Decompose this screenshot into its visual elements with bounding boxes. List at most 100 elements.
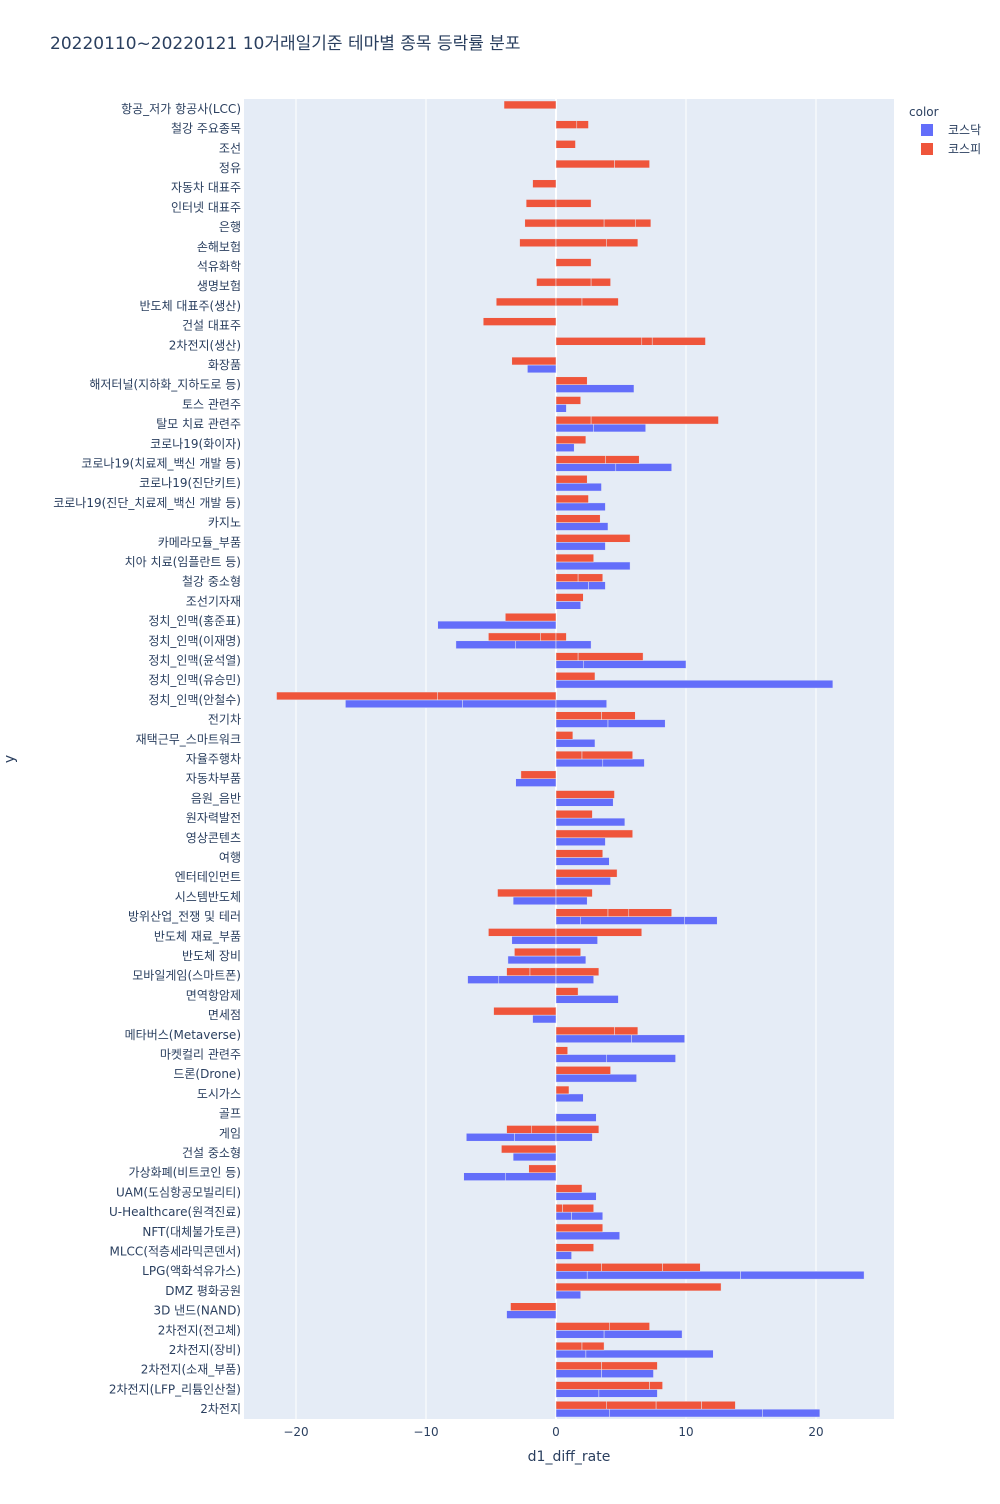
bar-kosdaq[interactable] [555,699,607,709]
bar-kosdaq[interactable] [555,1389,600,1398]
bar-kosdaq[interactable] [555,817,626,827]
bar-kospi[interactable] [555,1085,570,1095]
bar-kospi[interactable] [505,612,557,622]
bar-kospi[interactable] [601,1263,663,1272]
bar-kospi[interactable] [510,1302,557,1311]
bar-kospi[interactable] [614,159,650,169]
bar-kosdaq[interactable] [571,1211,604,1221]
bar-kosdaq[interactable] [601,1369,654,1378]
bar-kosdaq[interactable] [507,955,557,965]
bar-kospi[interactable] [555,573,579,582]
bar-kospi[interactable] [555,199,592,208]
bar-kospi[interactable] [555,750,583,760]
bar-kosdaq[interactable] [602,758,645,768]
bar-kospi[interactable] [555,297,583,307]
bar-kosdaq[interactable] [607,719,666,728]
bar-kospi[interactable] [525,199,557,208]
bar-kospi[interactable] [555,869,618,878]
bar-kospi[interactable] [511,356,557,366]
bar-kospi[interactable] [555,1184,583,1193]
bar-kospi[interactable] [555,1026,615,1036]
bar-kospi[interactable] [555,731,574,740]
bar-kosdaq[interactable] [555,1231,620,1240]
bar-kospi[interactable] [555,415,592,425]
bar-kosdaq[interactable] [462,699,557,709]
bar-kospi[interactable] [555,849,604,858]
bar-kosdaq[interactable] [555,1211,572,1221]
bar-kosdaq[interactable] [555,1349,587,1359]
bar-kospi[interactable] [581,750,633,760]
bar-kosdaq[interactable] [555,1369,602,1378]
bar-kosdaq[interactable] [555,1330,605,1339]
bar-kospi[interactable] [555,967,600,976]
bar-kospi[interactable] [506,1125,532,1134]
bar-kospi[interactable] [555,1361,602,1370]
bar-kosdaq[interactable] [555,640,592,649]
bar-kospi[interactable] [437,691,557,701]
bar-kospi[interactable] [497,888,557,898]
bar-kospi[interactable] [555,652,579,661]
bar-kosdaq[interactable] [437,620,557,630]
bar-kosdaq[interactable] [555,581,589,590]
bar-kosdaq[interactable] [588,581,606,590]
bar-kospi[interactable] [590,415,719,425]
bar-kospi[interactable] [562,1204,594,1213]
bar-kosdaq[interactable] [498,975,557,984]
bar-kospi[interactable] [607,908,630,917]
bar-kosdaq[interactable] [514,1133,557,1142]
bar-kospi[interactable] [662,1263,701,1272]
bar-kosdaq[interactable] [603,1330,683,1339]
bar-kospi[interactable] [555,1125,600,1134]
bar-kospi[interactable] [555,494,589,504]
bar-kospi[interactable] [555,829,633,839]
bar-kospi[interactable] [555,1322,610,1331]
legend-item-kospi[interactable]: 코스피 [921,142,981,156]
bar-kospi[interactable] [555,475,588,484]
bar-kosdaq[interactable] [555,679,834,689]
bar-kospi[interactable] [555,455,606,464]
bar-kospi[interactable] [555,672,596,681]
bar-kosdaq[interactable] [555,916,581,925]
bar-kosdaq[interactable] [598,1389,658,1398]
bar-kospi[interactable] [555,140,576,149]
bar-kospi[interactable] [555,908,609,917]
bar-kospi[interactable] [520,770,557,779]
bar-kosdaq[interactable] [555,601,581,610]
bar-kospi[interactable] [555,258,592,267]
bar-kospi[interactable] [555,337,643,346]
bar-kospi[interactable] [606,1401,657,1410]
bar-kosdaq[interactable] [555,522,609,531]
bar-kosdaq[interactable] [555,995,619,1004]
bar-kospi[interactable] [555,278,592,287]
bar-kospi[interactable] [609,1322,650,1331]
bar-kosdaq[interactable] [555,857,610,866]
bar-kosdaq[interactable] [555,758,604,768]
bar-kospi[interactable] [601,711,636,720]
bar-kosdaq[interactable] [555,561,631,571]
bar-kosdaq[interactable] [555,1073,637,1083]
bar-kospi[interactable] [555,514,601,523]
bar-kospi[interactable] [628,908,672,917]
bar-kosdaq[interactable] [555,443,575,452]
bar-kosdaq[interactable] [555,542,606,551]
bar-kospi[interactable] [495,297,557,307]
bar-kospi[interactable] [555,987,579,996]
bar-kospi[interactable] [555,396,581,405]
bar-kosdaq[interactable] [511,936,557,945]
bar-kosdaq[interactable] [555,975,594,984]
bar-kospi[interactable] [555,1381,650,1390]
bar-kosdaq[interactable] [555,423,594,433]
bar-kosdaq[interactable] [466,1133,515,1142]
bar-kosdaq[interactable] [555,798,614,807]
bar-kosdaq[interactable] [555,876,611,886]
bar-kosdaq[interactable] [555,1270,588,1280]
bar-kospi[interactable] [601,1361,658,1370]
bar-kospi[interactable] [603,218,636,228]
bar-kospi[interactable] [651,337,706,346]
bar-kosdaq[interactable] [762,1408,821,1418]
bar-kosdaq[interactable] [631,1034,685,1043]
bar-kospi[interactable] [531,1125,557,1134]
bar-kospi[interactable] [555,1401,607,1410]
bar-kosdaq[interactable] [555,502,606,512]
bar-kospi[interactable] [555,218,605,228]
